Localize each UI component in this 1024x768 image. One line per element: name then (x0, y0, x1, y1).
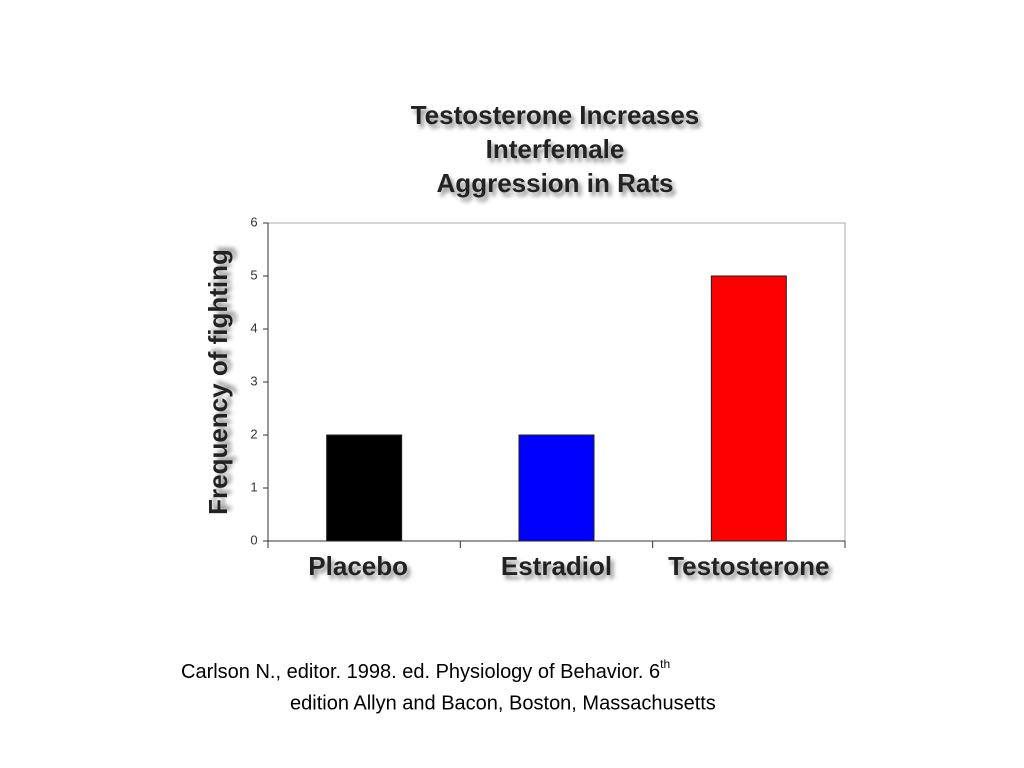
x-tick-label: Testosterone (668, 551, 829, 581)
citation: edition Allyn and Bacon, Boston, Massach… (290, 692, 716, 714)
y-tick-label: 5 (250, 267, 257, 282)
y-tick-label: 3 (250, 373, 257, 388)
y-tick-label: 2 (250, 426, 257, 441)
chart-title: Testosterone Increases (411, 100, 700, 130)
citation: Carlson N., editor. 1998. ed. Physiology… (181, 657, 670, 683)
chart-title: Aggression in Rats (437, 168, 674, 198)
y-tick-label: 6 (250, 214, 257, 229)
citation-superscript: th (660, 657, 670, 671)
y-tick-label: 0 (250, 532, 257, 547)
citation-text: Carlson N., editor. 1998. ed. Physiology… (181, 661, 660, 683)
x-tick-label: Placebo (308, 551, 408, 581)
y-tick-label: 4 (250, 320, 257, 335)
bar (710, 275, 787, 542)
y-axis-label: Frequency of fighting (203, 249, 233, 515)
bar (326, 434, 403, 542)
x-tick-label: Estradiol (501, 551, 612, 581)
bar (518, 434, 595, 542)
chart-title: Interfemale (486, 134, 625, 164)
y-tick-label: 1 (250, 479, 257, 494)
